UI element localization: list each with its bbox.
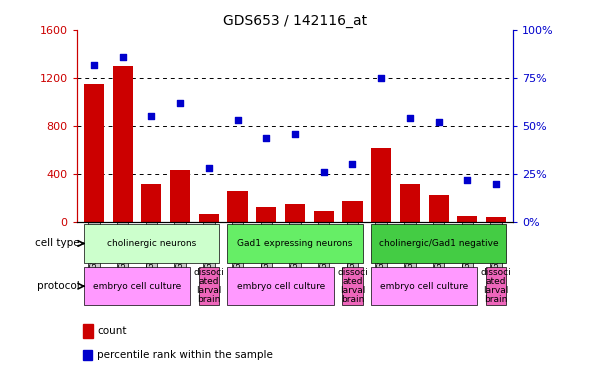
Point — [463, 177, 472, 183]
FancyBboxPatch shape — [486, 267, 506, 305]
Bar — [285, 204, 305, 222]
Text: percentile rank within the sample: percentile rank within the sample — [97, 350, 273, 360]
Point — [405, 116, 415, 122]
Bar — [342, 201, 362, 222]
Text: count: count — [97, 326, 127, 336]
Point — [89, 62, 99, 68]
Text: dissoci
ated
larval
brain: dissoci ated larval brain — [194, 268, 224, 304]
Bar — [371, 148, 391, 222]
Title: GDS653 / 142116_at: GDS653 / 142116_at — [223, 13, 367, 28]
Bar — [428, 195, 448, 222]
Text: embryo cell culture: embryo cell culture — [237, 282, 324, 291]
Text: dissoci
ated
larval
brain: dissoci ated larval brain — [481, 268, 512, 304]
FancyBboxPatch shape — [371, 224, 506, 262]
Bar — [314, 211, 334, 222]
Bar — [199, 214, 219, 222]
Bar — [228, 191, 248, 222]
Point — [175, 100, 185, 106]
Bar — [84, 84, 104, 222]
FancyBboxPatch shape — [228, 267, 334, 305]
Bar — [170, 171, 190, 222]
Text: Gad1 expressing neurons: Gad1 expressing neurons — [237, 239, 353, 248]
FancyBboxPatch shape — [199, 267, 219, 305]
Point — [118, 54, 127, 60]
Point — [491, 181, 501, 187]
Point — [261, 135, 271, 141]
FancyBboxPatch shape — [371, 267, 477, 305]
Text: protocol: protocol — [37, 281, 80, 291]
Bar — [486, 217, 506, 222]
Point — [319, 169, 329, 175]
Text: cholinergic/Gad1 negative: cholinergic/Gad1 negative — [379, 239, 499, 248]
Bar — [142, 184, 162, 222]
Point — [290, 131, 300, 137]
Point — [348, 162, 357, 168]
Point — [434, 119, 443, 125]
Point — [204, 165, 214, 171]
FancyBboxPatch shape — [84, 224, 219, 262]
Point — [147, 114, 156, 120]
Text: cell type: cell type — [35, 238, 80, 249]
Text: dissoci
ated
larval
brain: dissoci ated larval brain — [337, 268, 368, 304]
Text: cholinergic neurons: cholinergic neurons — [107, 239, 196, 248]
FancyBboxPatch shape — [228, 224, 362, 262]
Bar — [400, 184, 420, 222]
Text: embryo cell culture: embryo cell culture — [93, 282, 181, 291]
Point — [233, 117, 242, 123]
Bar — [256, 207, 276, 222]
Bar — [457, 216, 477, 222]
Text: embryo cell culture: embryo cell culture — [380, 282, 468, 291]
Bar — [113, 66, 133, 222]
Point — [376, 75, 386, 81]
FancyBboxPatch shape — [84, 267, 190, 305]
FancyBboxPatch shape — [342, 267, 362, 305]
